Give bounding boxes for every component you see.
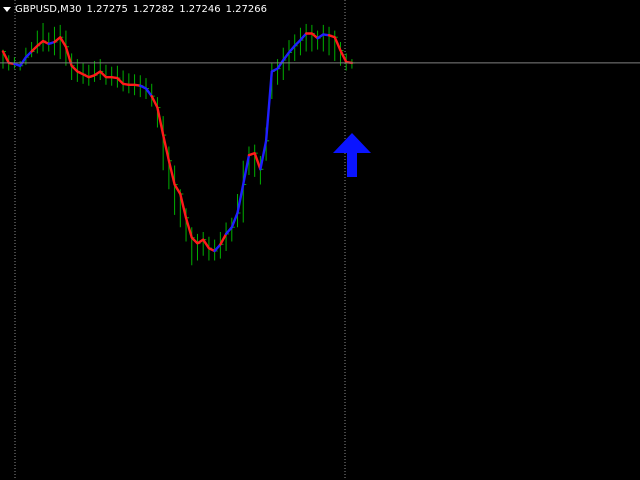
- chevron-down-icon[interactable]: [3, 6, 11, 12]
- open-price: 1.27275: [86, 3, 128, 15]
- high-price: 1.27282: [132, 3, 175, 15]
- trend-segment-down: [53, 36, 142, 87]
- close-price: 1.27266: [225, 3, 267, 15]
- low-price: 1.27246: [179, 3, 221, 15]
- trend-segment-down: [30, 39, 50, 53]
- trend-segment-up: [139, 84, 153, 98]
- trend-segment-down: [327, 34, 354, 65]
- trend-segment-down: [219, 232, 228, 246]
- trend-segment-down: [150, 94, 216, 253]
- trend-indicator-line: [1, 32, 354, 253]
- trend-segment-up: [259, 32, 308, 171]
- trend-segment-up: [213, 243, 222, 253]
- price-bars: [2, 23, 355, 266]
- buy-arrow-shape: [333, 133, 371, 177]
- trend-segment-down: [247, 151, 262, 171]
- trend-segment-down: [305, 32, 319, 40]
- trend-segment-up: [316, 33, 331, 40]
- chart-grid: [14, 0, 346, 480]
- trend-segment-up: [224, 153, 251, 236]
- symbol-timeframe: GBPUSD,M30: [15, 3, 82, 15]
- trend-segment-up: [13, 50, 33, 68]
- chart-header: GBPUSD,M30 1.27275 1.27282 1.27246 1.272…: [3, 2, 267, 16]
- buy-arrow-icon[interactable]: [333, 133, 371, 177]
